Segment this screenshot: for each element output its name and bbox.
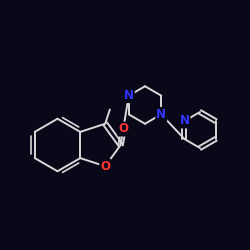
Text: N: N [124, 89, 134, 102]
Text: O: O [100, 160, 110, 173]
Text: N: N [156, 108, 166, 121]
Text: N: N [180, 114, 190, 128]
Text: O: O [118, 122, 128, 136]
